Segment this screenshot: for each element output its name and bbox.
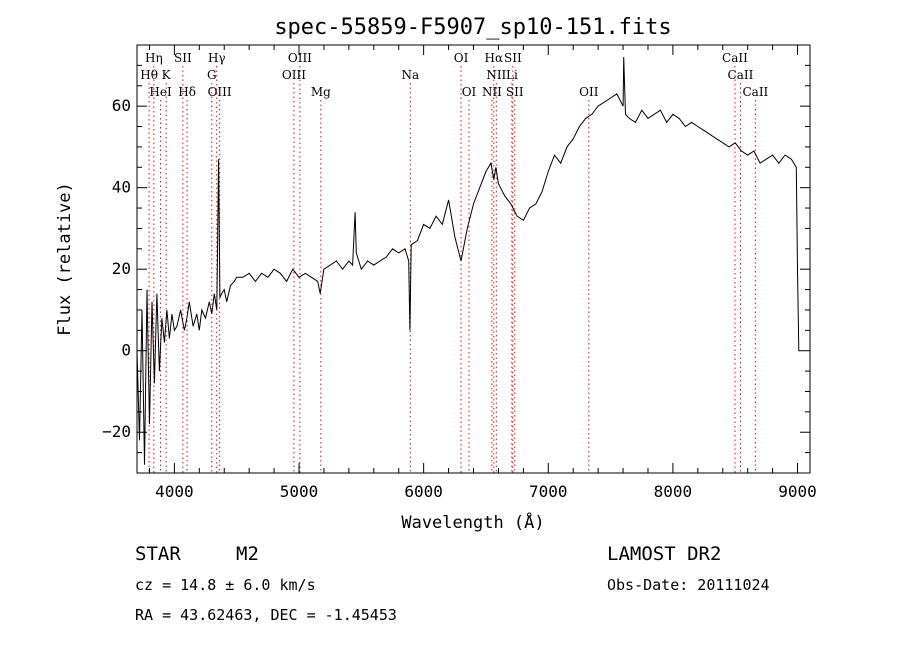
x-tick-label-5: 9000 bbox=[778, 482, 817, 501]
line-label-6: Hγ bbox=[208, 51, 226, 65]
object-class: STAR bbox=[135, 543, 181, 565]
x-tick-label-1: 5000 bbox=[280, 482, 319, 501]
coordinates-text: RA = 43.62463, DEC = -1.45453 bbox=[135, 606, 397, 624]
line-label-9: OIII bbox=[288, 51, 312, 65]
x-tick-label-2: 6000 bbox=[404, 482, 443, 501]
flux-series-line bbox=[136, 57, 800, 465]
x-tick-label-4: 8000 bbox=[654, 482, 693, 501]
line-label-7: G bbox=[207, 68, 217, 82]
line-label-24: CaII bbox=[742, 85, 768, 99]
y-tick-label-2: 20 bbox=[112, 259, 131, 278]
y-tick-label-0: −20 bbox=[102, 422, 131, 441]
line-label-14: OI bbox=[462, 85, 477, 99]
redshift-text: cz = 14.8 ± 6.0 km/s bbox=[135, 576, 316, 594]
x-tick-label-3: 7000 bbox=[529, 482, 568, 501]
line-label-16: SII bbox=[504, 51, 522, 65]
emission-line-markers bbox=[148, 66, 756, 473]
line-label-8: OIII bbox=[208, 85, 232, 99]
line-label-19: NII bbox=[482, 85, 502, 99]
line-label-23: CaII bbox=[728, 68, 754, 82]
y-tick-label-1: 0 bbox=[121, 341, 131, 360]
line-label-3: K bbox=[162, 68, 172, 82]
line-label-5: Hδ bbox=[178, 85, 196, 99]
line-label-22: CaII bbox=[722, 51, 748, 65]
object-subclass: M2 bbox=[236, 543, 259, 565]
line-label-21: OII bbox=[579, 85, 599, 99]
line-label-13: OI bbox=[454, 51, 469, 65]
obs-date: Obs-Date: 20111024 bbox=[607, 576, 770, 594]
x-axis-label: Wavelength (Å) bbox=[401, 511, 544, 533]
line-label-2: HeI bbox=[149, 85, 172, 99]
plot-frame bbox=[136, 44, 811, 474]
chart-title: spec-55859-F5907_sp10-151.fits bbox=[274, 15, 671, 40]
line-label-18: Li bbox=[506, 68, 518, 82]
y-axis-label: Flux (relative) bbox=[55, 182, 75, 336]
axis-ticks: 4000 5000 6000 7000 8000 9000 −20 0 20 40 60 bbox=[102, 44, 817, 501]
x-tick-label-0: 4000 bbox=[155, 482, 194, 501]
line-label-12: Na bbox=[401, 68, 419, 82]
y-tick-label-4: 60 bbox=[112, 96, 131, 115]
survey-name: LAMOST DR2 bbox=[607, 543, 721, 565]
y-tick-label-3: 40 bbox=[112, 178, 131, 197]
line-label-10: OIII bbox=[282, 68, 306, 82]
line-label-1: Hθ bbox=[140, 68, 158, 82]
line-label-0: Hη bbox=[145, 51, 163, 65]
line-label-15: Hα bbox=[485, 51, 504, 65]
line-label-20: SII bbox=[506, 85, 524, 99]
line-label-17: NII bbox=[486, 68, 506, 82]
line-label-11: Mg bbox=[311, 85, 331, 99]
line-label-4: SII bbox=[174, 51, 192, 65]
